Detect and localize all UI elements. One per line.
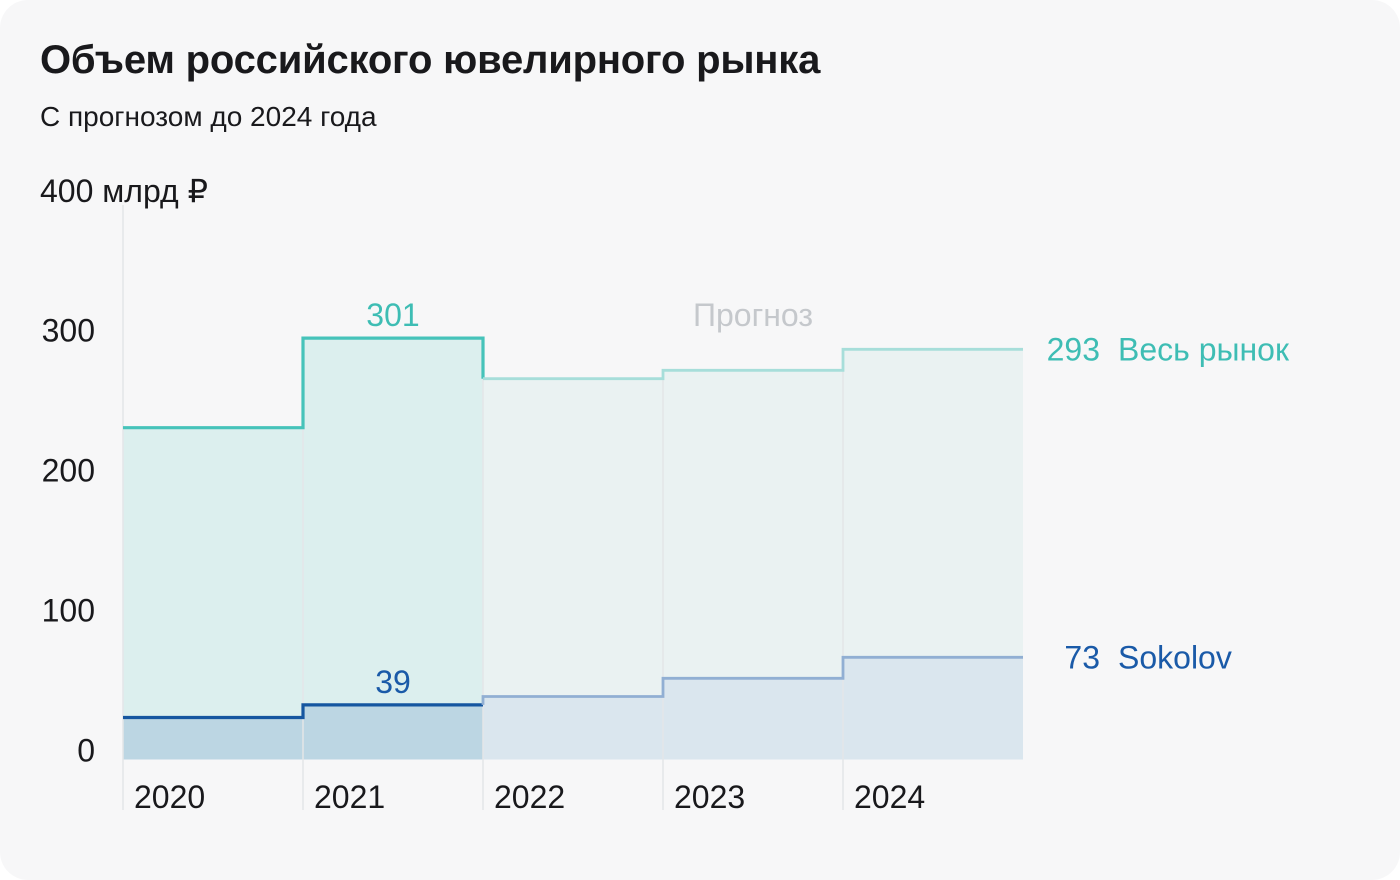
market-value-annotation: 301 <box>366 297 419 333</box>
forecast-label: Прогноз <box>693 297 813 333</box>
sokolov-end-name: Sokolov <box>1118 639 1232 675</box>
market-line-forecast <box>483 347 1023 381</box>
chart-title: Объем российского ювелирного рынка <box>40 38 821 82</box>
y-tick-label: 0 <box>77 733 95 769</box>
sokolov-line-forecast <box>481 655 1023 705</box>
y-tick-label: 300 <box>42 313 95 349</box>
sokolov-end-value: 73 <box>1064 639 1100 675</box>
x-tick-label: 2024 <box>854 779 925 815</box>
chart-subtitle: С прогнозом до 2024 года <box>40 101 377 132</box>
y-axis-max-label: 400 млрд ₽ <box>40 173 208 209</box>
y-tick-label: 100 <box>42 593 95 629</box>
x-tick-label: 2020 <box>134 779 205 815</box>
sokolov-value-annotation: 39 <box>375 664 411 700</box>
y-tick-label: 200 <box>42 453 95 489</box>
market-end-name: Весь рынок <box>1118 331 1290 367</box>
market-end-value: 293 <box>1047 331 1100 367</box>
x-tick-label: 2022 <box>494 779 565 815</box>
sokolov-area-forecast <box>483 657 1023 760</box>
x-tick-label: 2023 <box>674 779 745 815</box>
x-tick-label: 2021 <box>314 779 385 815</box>
sokolov-line-actual <box>123 703 483 720</box>
market-line-actual <box>123 336 485 430</box>
